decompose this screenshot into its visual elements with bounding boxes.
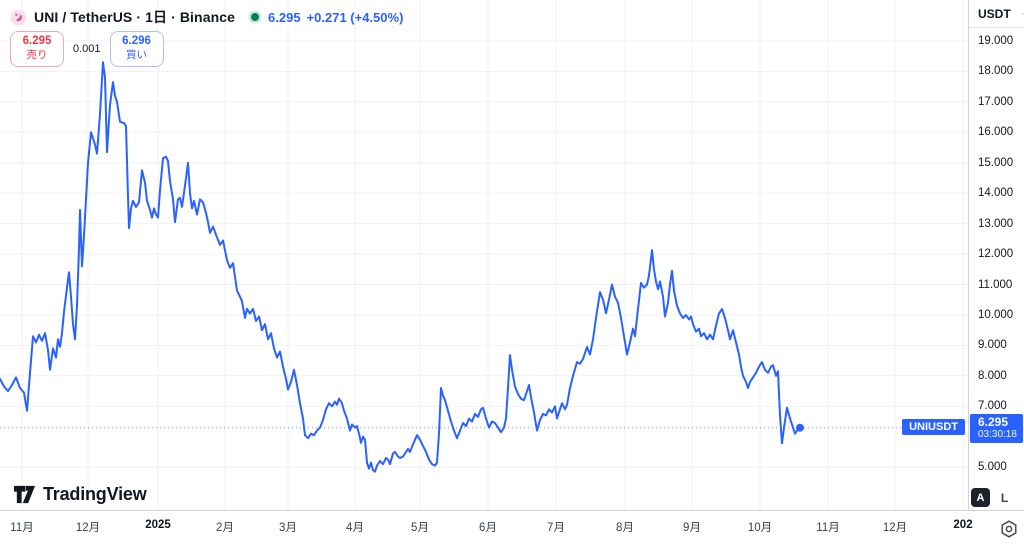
axis-settings-button[interactable] [999,519,1019,539]
price-tick-label: 5.000 [978,461,1007,474]
price-tick-label: 16.000 [978,126,1014,139]
sell-button[interactable]: 6.295 売り [10,31,64,67]
price-change-value: +0.271 (+4.50%) [306,9,404,25]
price-tick-label: 7.000 [978,400,1007,413]
tradingview-mark-icon [13,485,36,504]
log-scale-button[interactable]: L [1000,490,1009,505]
time-tick-label: 12月 [882,522,908,534]
price-tick-label: 14.000 [978,187,1014,200]
time-tick-label: 7月 [547,522,565,534]
sell-price: 6.295 [22,35,52,47]
trade-panel: 6.295 売り 0.001 6.296 買い [10,31,164,67]
last-point-marker [796,423,804,432]
last-price-text: 6.295 [978,415,1009,429]
price-line-chart[interactable] [0,0,968,510]
chart-plot-area[interactable]: UNI / TetherUS · 1日 · Binance 6.295 +0.27… [0,0,968,510]
price-tick-label: 9.000 [978,339,1007,352]
price-tick-label: 19.000 [978,35,1014,47]
price-line-series [0,61,801,473]
time-tick-label: 202 [953,519,973,531]
price-tick-label: 17.000 [978,95,1014,108]
sell-label: 売り [26,48,48,61]
tradingview-logo-link[interactable]: TradingView [13,483,147,506]
time-tick-label: 9月 [683,522,701,534]
uniswap-icon [10,9,27,25]
time-tick-label: 11月 [10,522,34,534]
time-tick-label: 11月 [816,522,840,534]
time-tick-label: 2025 [145,519,171,531]
time-tick-label: 6月 [479,522,497,534]
bar-countdown: 03:30:18 [978,429,1017,440]
chevron-down-icon [1021,12,1024,15]
price-axis[interactable]: USDT 6.295 03:30:18 19.000 18.000 17.000 16… [968,0,1024,510]
last-price-axis-label: 6.295 03:30:18 [970,414,1023,443]
market-status-dot [251,13,260,21]
price-tick-label: 12.000 [978,248,1014,261]
tradingview-wordmark: TradingView [43,484,147,504]
time-tick-label: 8月 [616,522,634,534]
last-price-symbol-tag: UNIUSDT [902,419,965,435]
price-tick-label: 8.000 [978,369,1007,382]
gear-icon [1001,520,1017,538]
currency-unit-label: USDT [978,6,1011,21]
last-price-value: 6.295 [268,9,301,25]
time-tick-label: 2月 [216,522,234,534]
time-tick-label: 4月 [346,522,364,534]
buy-button[interactable]: 6.296 買い [109,31,164,67]
buy-label: 買い [126,48,148,61]
time-tick-label: 12月 [75,522,101,534]
time-axis[interactable]: 11月 12月 2025 2月 3月 4月 5月 6月 7月 8月 9月 10月 11月 12月 202 [0,510,1024,542]
currency-unit-dropdown[interactable]: USDT [969,0,1024,28]
price-tick-label: 15.000 [978,156,1014,169]
buy-price: 6.296 [122,35,151,47]
symbol-title[interactable]: UNI / TetherUS · 1日 · Binance [34,9,236,25]
auto-scale-button[interactable]: A [971,488,990,507]
time-tick-label: 5月 [411,522,429,534]
price-tick-label: 10.000 [978,308,1014,321]
time-tick-label: 3月 [279,522,297,534]
price-tick-label: 18.000 [978,65,1014,78]
chart-legend: UNI / TetherUS · 1日 · Binance 6.295 +0.27… [10,7,403,27]
price-tick-label: 11.000 [978,278,1013,291]
price-tick-label: 13.000 [978,217,1014,230]
spread-value: 0.001 [73,42,101,55]
time-tick-label: 10月 [747,522,773,534]
price-and-change: 6.295 +0.271 (+4.50%) [268,10,403,25]
